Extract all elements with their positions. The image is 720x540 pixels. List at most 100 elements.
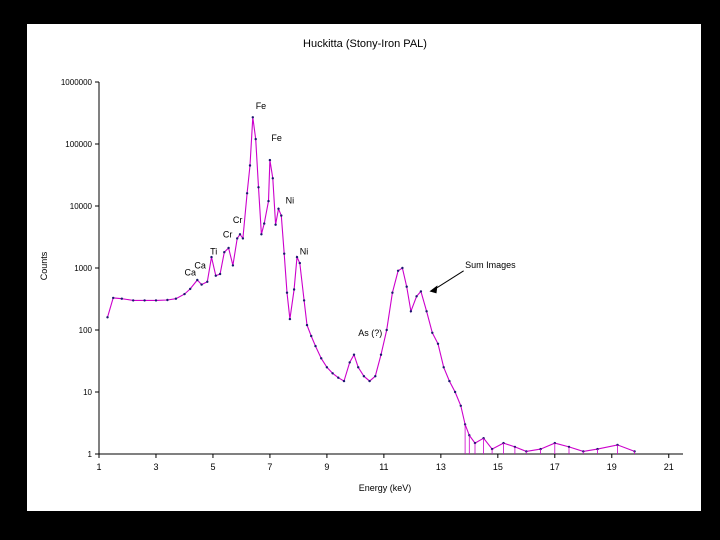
data-point [292, 288, 296, 291]
data-point [218, 272, 222, 276]
data-point [277, 207, 280, 210]
data-point [200, 283, 203, 286]
series-line [106, 117, 635, 452]
data-point [385, 328, 388, 332]
data-point [525, 450, 528, 453]
data-point [553, 441, 556, 445]
series-layer [106, 116, 636, 454]
data-point [391, 291, 394, 294]
data-point [320, 357, 323, 360]
data-point [401, 266, 404, 270]
data-point [357, 366, 360, 369]
peak-label: Cr [233, 215, 243, 225]
data-point [331, 372, 334, 375]
data-point [288, 317, 292, 321]
data-point [539, 447, 542, 451]
data-point [166, 298, 169, 302]
data-point [567, 445, 571, 449]
x-tick-label: 15 [493, 462, 503, 472]
x-tick-label: 1 [96, 462, 101, 472]
data-point [633, 450, 636, 453]
data-point [310, 334, 313, 338]
data-point [274, 223, 277, 226]
y-tick-label: 100000 [65, 140, 92, 149]
peak-label: Ni [286, 195, 295, 205]
data-point [368, 379, 371, 383]
data-point [231, 264, 235, 267]
peak-label: Fe [271, 133, 282, 143]
data-point [419, 290, 423, 293]
data-point [106, 316, 109, 319]
data-point [473, 441, 477, 445]
data-point [241, 237, 245, 240]
data-point [348, 361, 351, 364]
data-point [132, 299, 135, 302]
data-point [425, 310, 428, 313]
data-point [283, 252, 286, 255]
data-point [405, 285, 408, 288]
chart-title: Huckitta (Stony-Iron PAL) [303, 38, 427, 50]
y-tick-label: 1000000 [61, 78, 93, 87]
data-point [582, 450, 585, 453]
data-point [490, 447, 494, 451]
data-point [379, 353, 383, 356]
data-point [189, 287, 192, 291]
data-point [174, 297, 178, 300]
x-tick-label: 11 [379, 462, 388, 472]
data-point [302, 299, 306, 302]
peak-label: Cr [223, 230, 233, 240]
data-point [431, 331, 434, 334]
slide-background: Huckitta (Stony-Iron PAL) Counts Energy … [27, 24, 701, 511]
data-point [268, 158, 272, 162]
sum-images-arrow [434, 270, 464, 290]
data-point [254, 137, 257, 141]
data-point [143, 299, 146, 302]
data-point [236, 237, 239, 240]
data-point [206, 280, 209, 283]
data-point [280, 214, 283, 217]
data-point [238, 233, 242, 236]
data-point [448, 379, 451, 383]
data-point [251, 116, 254, 119]
data-point [616, 443, 619, 447]
peak-label: Sum Images [465, 260, 516, 270]
data-point [196, 278, 199, 282]
data-point [120, 297, 124, 300]
data-point [223, 251, 226, 254]
data-point [183, 292, 186, 296]
x-tick-label: 3 [153, 462, 158, 472]
peak-label: Ca [194, 261, 206, 271]
data-point [245, 192, 249, 195]
data-point [596, 447, 599, 451]
data-point [263, 222, 266, 225]
data-point [342, 379, 346, 383]
peak-label: Fe [256, 101, 267, 111]
y-tick-label: 1000 [74, 264, 92, 273]
chart-axes: 1 3 5 7 9 11 13 15 17 19 2111010010001000010000010… [61, 78, 683, 472]
data-point [453, 390, 457, 394]
peak-label: Ti [210, 247, 217, 257]
data-point [154, 299, 158, 302]
data-point [502, 441, 505, 445]
peak-label: Ni [300, 247, 309, 257]
x-axis-label: Energy (keV) [359, 483, 412, 493]
data-point [214, 274, 217, 277]
x-tick-label: 9 [324, 462, 329, 472]
data-point [352, 353, 356, 356]
data-point [314, 344, 317, 348]
data-point [436, 342, 440, 345]
sum-images-arrowhead [429, 285, 438, 294]
data-point [112, 296, 115, 300]
y-tick-label: 100 [79, 326, 93, 335]
data-point [248, 164, 252, 167]
data-point [210, 255, 213, 259]
peak-label: As (?) [358, 328, 382, 338]
y-tick-label: 10 [83, 388, 92, 397]
x-tick-label: 21 [664, 462, 674, 472]
data-point [459, 404, 462, 407]
data-point [513, 445, 517, 449]
x-tick-label: 19 [607, 462, 617, 472]
x-tick-label: 5 [210, 462, 215, 472]
data-point [271, 177, 274, 180]
